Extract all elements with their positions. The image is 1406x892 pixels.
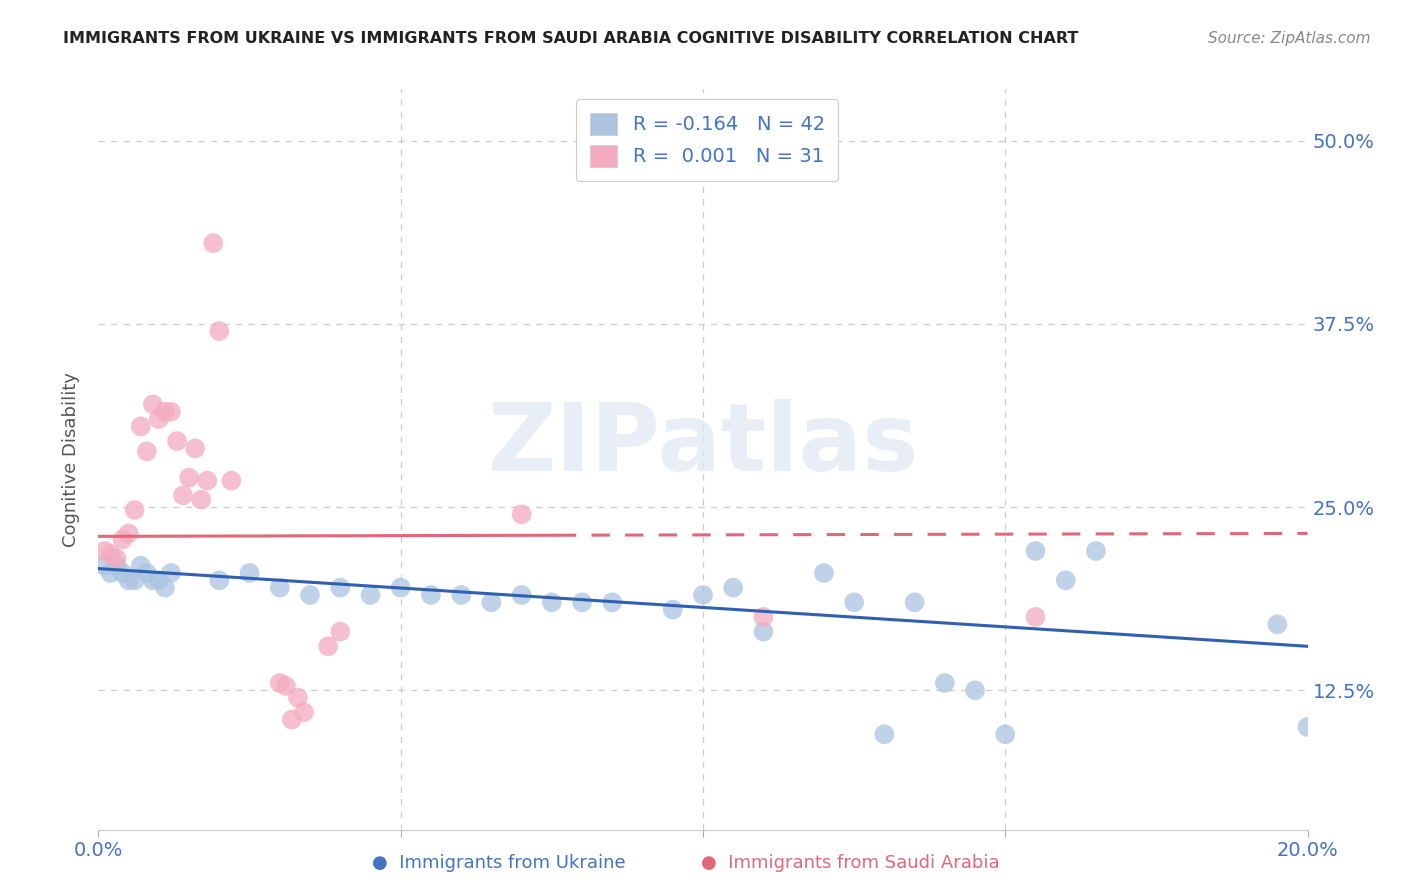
- Point: [1267, 617, 1289, 632]
- Point: [292, 706, 315, 720]
- Point: [450, 588, 472, 602]
- Y-axis label: Cognitive Disability: Cognitive Disability: [62, 372, 80, 547]
- Point: [153, 581, 176, 595]
- Point: [93, 544, 115, 558]
- Point: [661, 602, 683, 616]
- Point: [148, 574, 170, 588]
- Point: [118, 526, 141, 541]
- Point: [160, 405, 183, 419]
- Point: [692, 588, 714, 602]
- Point: [1054, 574, 1077, 588]
- Point: [994, 727, 1017, 741]
- Point: [153, 405, 176, 419]
- Point: [129, 558, 152, 573]
- Legend: R = -0.164   N = 42, R =  0.001   N = 31: R = -0.164 N = 42, R = 0.001 N = 31: [576, 99, 838, 181]
- Point: [142, 574, 165, 588]
- Point: [904, 595, 927, 609]
- Point: [420, 588, 443, 602]
- Point: [510, 588, 533, 602]
- Point: [287, 690, 309, 705]
- Point: [873, 727, 896, 741]
- Text: IMMIGRANTS FROM UKRAINE VS IMMIGRANTS FROM SAUDI ARABIA COGNITIVE DISABILITY COR: IMMIGRANTS FROM UKRAINE VS IMMIGRANTS FR…: [63, 31, 1078, 46]
- Point: [540, 595, 562, 609]
- Point: [148, 412, 170, 426]
- Point: [208, 574, 231, 588]
- Point: [135, 566, 157, 580]
- Point: [124, 574, 146, 588]
- Point: [965, 683, 987, 698]
- Point: [179, 471, 201, 485]
- Text: ●  Immigrants from Ukraine: ● Immigrants from Ukraine: [373, 855, 626, 872]
- Point: [389, 581, 412, 595]
- Point: [723, 581, 745, 595]
- Text: ZIPatlas: ZIPatlas: [488, 399, 918, 491]
- Point: [269, 676, 291, 690]
- Point: [571, 595, 593, 609]
- Point: [166, 434, 188, 448]
- Point: [105, 558, 128, 573]
- Point: [184, 442, 207, 456]
- Point: [1085, 544, 1108, 558]
- Point: [135, 444, 157, 458]
- Point: [329, 581, 352, 595]
- Point: [124, 503, 146, 517]
- Point: [813, 566, 835, 580]
- Point: [105, 551, 128, 566]
- Text: Source: ZipAtlas.com: Source: ZipAtlas.com: [1208, 31, 1371, 46]
- Point: [752, 610, 775, 624]
- Point: [752, 624, 775, 639]
- Text: ●  Immigrants from Saudi Arabia: ● Immigrants from Saudi Arabia: [702, 855, 1000, 872]
- Point: [481, 595, 503, 609]
- Point: [172, 488, 194, 502]
- Point: [221, 474, 243, 488]
- Point: [111, 533, 134, 547]
- Point: [142, 397, 165, 411]
- Point: [1024, 610, 1046, 624]
- Point: [269, 581, 291, 595]
- Point: [118, 574, 141, 588]
- Point: [100, 566, 122, 580]
- Point: [129, 419, 152, 434]
- Point: [160, 566, 183, 580]
- Point: [190, 492, 212, 507]
- Point: [844, 595, 866, 609]
- Point: [208, 324, 231, 338]
- Point: [602, 595, 624, 609]
- Point: [195, 474, 218, 488]
- Point: [360, 588, 382, 602]
- Point: [281, 713, 304, 727]
- Point: [316, 640, 339, 654]
- Point: [1296, 720, 1319, 734]
- Point: [934, 676, 956, 690]
- Point: [299, 588, 322, 602]
- Point: [100, 547, 122, 561]
- Point: [93, 558, 115, 573]
- Point: [239, 566, 262, 580]
- Point: [111, 566, 134, 580]
- Point: [329, 624, 352, 639]
- Point: [202, 236, 225, 251]
- Point: [1024, 544, 1046, 558]
- Point: [510, 508, 533, 522]
- Point: [274, 679, 297, 693]
